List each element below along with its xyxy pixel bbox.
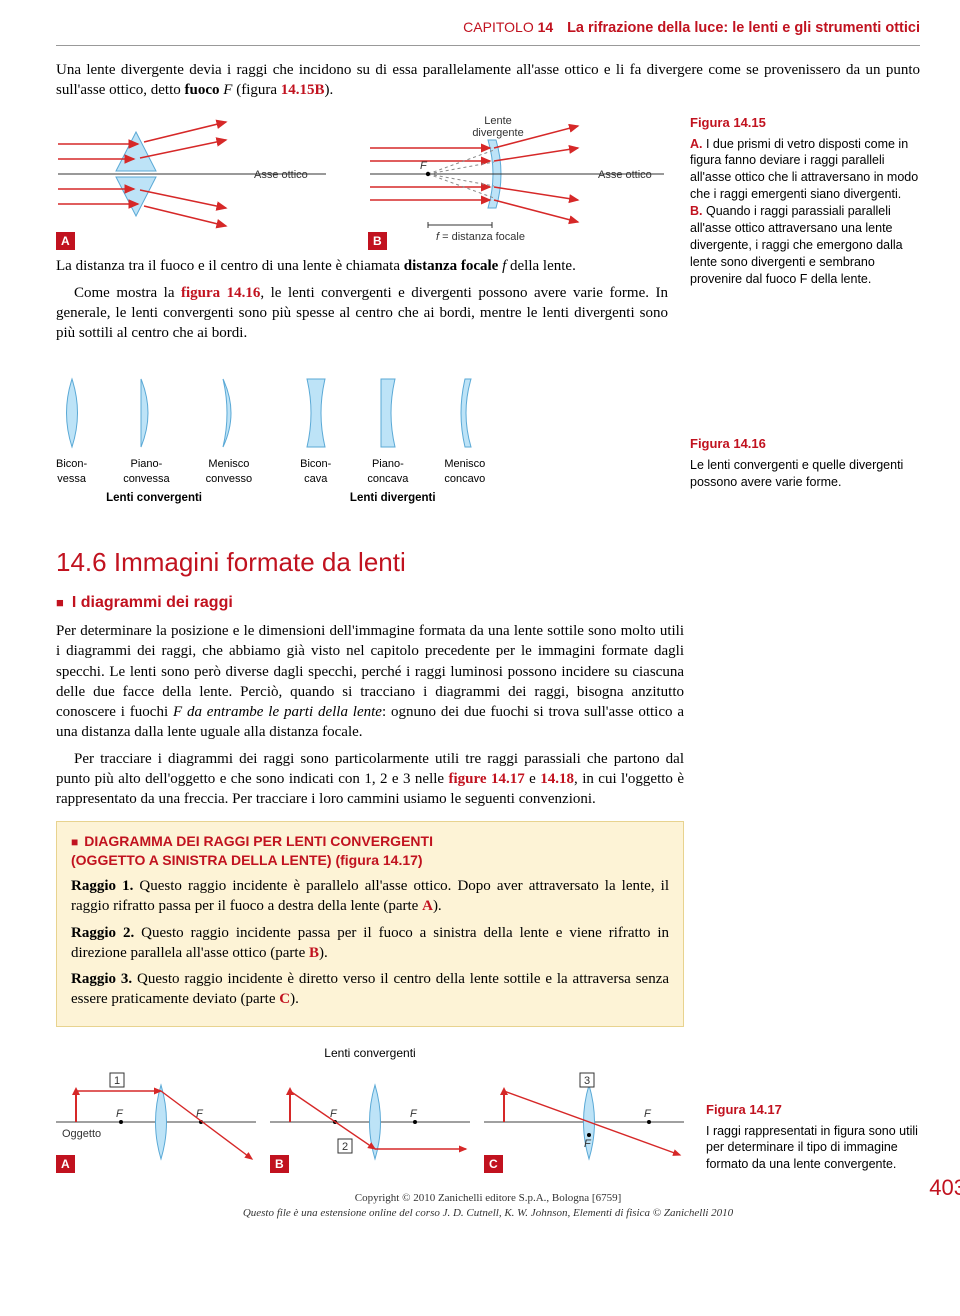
panel-letter-b: B — [368, 232, 387, 250]
footer-line-2: Questo file è una estensione online del … — [56, 1206, 920, 1221]
subsection-title: I diagrammi dei raggi — [56, 592, 920, 614]
section-title-text: Immagini formate da lenti — [114, 547, 406, 577]
fig17-text: I raggi rappresentati in figura sono uti… — [706, 1123, 936, 1174]
panel-letter-a: A — [56, 232, 75, 250]
body-paragraph-2: Per tracciare i diagrammi dei raggi sono… — [56, 749, 684, 810]
fig16-title: Figura 14.16 — [690, 435, 920, 453]
svg-text:F: F — [410, 1108, 418, 1120]
mid-para2-a: Come mostra la — [74, 285, 181, 301]
fig17-title: Figura 14.17 — [706, 1101, 936, 1119]
figure-14-15-block: Asse ottico A Lente divergente — [56, 114, 920, 349]
section-number: 14.6 — [56, 547, 107, 577]
figure-14-17-caption: Figura 14.17 I raggi rappresentati in fi… — [706, 621, 936, 1179]
svg-text:Oggetto: Oggetto — [62, 1128, 101, 1140]
svg-text:divergente: divergente — [472, 127, 523, 139]
lens-planoconcave: Piano-concava — [367, 375, 408, 487]
page-number: 403 — [929, 1173, 960, 1203]
lens-planoconvex: Piano-convessa — [123, 375, 169, 487]
lens-divergent-group: Bicon-cava Piano-concava Meniscoconcavo — [300, 375, 485, 487]
lens-meniscus-convex: Meniscoconvesso — [206, 375, 252, 487]
ray-panel-c: F F 3 C — [484, 1067, 684, 1173]
section-14-6-title: 14.6 Immagini formate da lenti — [56, 545, 920, 580]
ray-panel-b: F F 2 B — [270, 1067, 470, 1173]
raggio-2-label: Raggio 2. — [71, 925, 134, 941]
raggio-3-label: Raggio 3. — [71, 971, 132, 987]
chapter-title: La rifrazione della luce: le lenti e gli… — [567, 20, 920, 36]
chapter-number: 14 — [538, 19, 554, 35]
figure-14-15-b: Lente divergente — [368, 114, 668, 250]
ray-panel-letter-c: C — [484, 1155, 503, 1173]
figure-14-15-caption: Figura 14.15 A. I due prismi di vetro di… — [690, 114, 920, 349]
callout-title: DIAGRAMMA DEI RAGGI PER LENTI CONVERGENT… — [71, 832, 669, 851]
footer-line-1: Copyright © 2010 Zanichelli editore S.p.… — [56, 1191, 920, 1206]
fig15-text-a: I due prismi di vetro disposti come in f… — [690, 137, 918, 202]
fig16-ref: figura 14.16 — [181, 285, 260, 301]
fig15-title: Figura 14.15 — [690, 114, 920, 132]
svg-text:Lente: Lente — [484, 115, 512, 127]
lens-convergent-group: Bicon-vessa Piano-convessa Meniscoconves… — [56, 375, 252, 487]
figure-14-15-a: Asse ottico A — [56, 114, 352, 250]
figure-14-16-block: Bicon-vessa Piano-convessa Meniscoconves… — [56, 349, 920, 514]
svg-text:F: F — [420, 160, 428, 172]
fig16-text: Le lenti convergenti e quelle divergenti… — [690, 457, 920, 491]
svg-text:2: 2 — [342, 1141, 348, 1153]
svg-text:F: F — [644, 1108, 652, 1120]
chapter-header: CAPITOLO 14 La rifrazione della luce: le… — [56, 18, 920, 46]
svg-text:F: F — [116, 1108, 124, 1120]
ray-diagram-title: Lenti convergenti — [56, 1045, 684, 1061]
fig15-lead-a: A. — [690, 137, 706, 151]
group-convergent-label: Lenti convergenti — [56, 491, 252, 507]
mid-paragraph-1: La distanza tra il fuoco e il centro di … — [56, 256, 668, 276]
lens-biconvex: Bicon-vessa — [56, 375, 87, 487]
svg-text:1: 1 — [114, 1075, 120, 1087]
svg-text:3: 3 — [584, 1075, 590, 1087]
raggio-1-label: Raggio 1. — [71, 878, 133, 894]
mid-paragraph-2: Come mostra la figura 14.16, le lenti co… — [56, 283, 668, 344]
ray-panel-a: Oggetto F F 1 A — [56, 1067, 256, 1173]
axis-label-a: Asse ottico — [254, 169, 308, 181]
body-paragraph-1: Per determinare la posizione e le dimens… — [56, 621, 684, 743]
figure-14-17-diagrams: Oggetto F F 1 A — [56, 1067, 684, 1173]
lens-meniscus-concave: Meniscoconcavo — [444, 375, 485, 487]
svg-text:F: F — [330, 1108, 338, 1120]
lens-biconcave: Bicon-cava — [300, 375, 331, 487]
ray-panel-letter-a: A — [56, 1155, 75, 1173]
group-divergent-label: Lenti divergenti — [300, 491, 485, 507]
figure-14-16-caption: Figura 14.16 Le lenti convergenti e quel… — [690, 349, 920, 514]
fig15-lead-b: B. — [690, 204, 706, 218]
svg-text:Asse ottico: Asse ottico — [598, 169, 652, 181]
chapter-word: CAPITOLO — [463, 19, 534, 35]
intro-paragraph: Una lente divergente devia i raggi che i… — [56, 60, 920, 101]
fig15-text-b: Quando i raggi parassiali paralleli all'… — [690, 204, 903, 286]
svg-text:f = distanza focale: f = distanza focale — [436, 231, 525, 243]
ray-panel-letter-b: B — [270, 1155, 289, 1173]
callout-ray-diagram-rules: DIAGRAMMA DEI RAGGI PER LENTI CONVERGENT… — [56, 821, 684, 1026]
page-footer: Copyright © 2010 Zanichelli editore S.p.… — [56, 1191, 920, 1221]
